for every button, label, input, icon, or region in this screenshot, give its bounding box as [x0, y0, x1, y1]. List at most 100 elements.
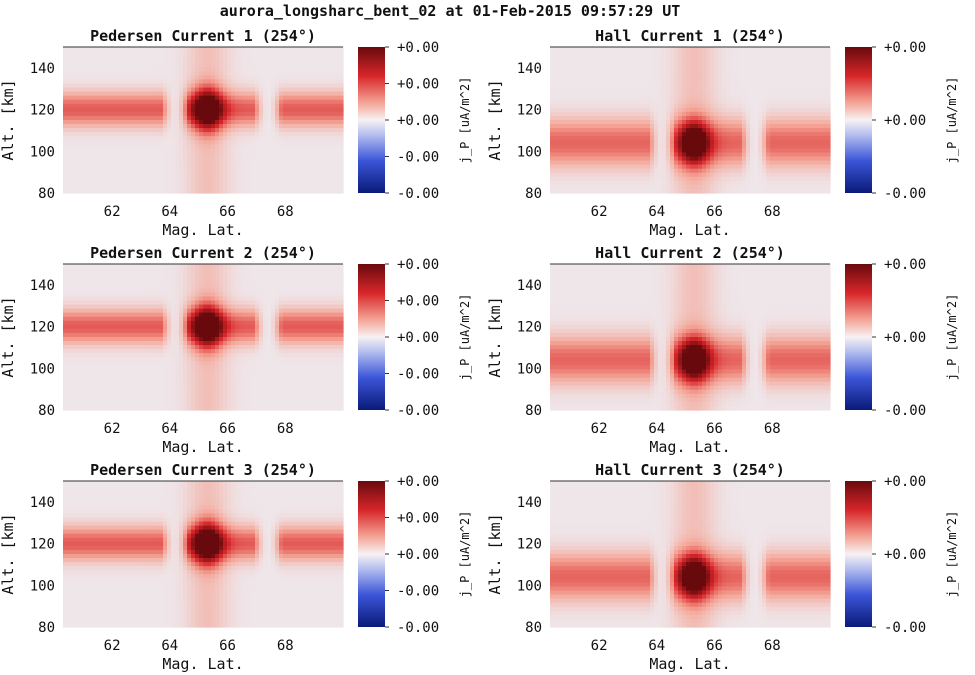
heatmap-cell: [231, 103, 236, 109]
heatmap-cell: [770, 124, 775, 129]
heatmap-cell: [814, 132, 819, 137]
heatmap-cell: [79, 172, 84, 178]
heatmap-cell: [598, 75, 603, 81]
heatmap-cell: [175, 176, 180, 182]
heatmap-cell: [215, 67, 220, 72]
heatmap-cell: [247, 99, 252, 105]
heatmap-cell: [726, 115, 731, 121]
heatmap-cell: [335, 51, 340, 56]
heatmap-cell: [327, 47, 332, 52]
heatmap-cell: [279, 160, 284, 166]
heatmap-cell: [790, 184, 795, 190]
heatmap-cell: [750, 164, 755, 170]
heatmap-cell: [315, 71, 320, 76]
heatmap-cell: [822, 67, 827, 72]
heatmap-cell: [706, 55, 711, 60]
heatmap-cell: [307, 55, 312, 60]
heatmap-cell: [738, 136, 743, 141]
heatmap-cell: [335, 184, 340, 190]
heatmap-cell: [730, 128, 735, 133]
heatmap-cell: [662, 91, 667, 97]
heatmap-cell: [243, 103, 248, 109]
heatmap-cell: [686, 79, 691, 85]
heatmap-cell: [103, 47, 108, 52]
heatmap-cell: [287, 75, 292, 81]
heatmap-cell: [259, 148, 264, 154]
heatmap-cell: [594, 172, 599, 178]
heatmap-cell: [251, 95, 256, 101]
heatmap-cell: [263, 128, 268, 133]
heatmap-cell: [139, 59, 144, 64]
heatmap-cell: [558, 107, 563, 113]
heatmap-cell: [119, 136, 124, 141]
heatmap-cell: [259, 59, 264, 64]
heatmap-cell: [682, 75, 687, 81]
heatmap-cell: [714, 107, 719, 113]
heatmap-cell: [91, 188, 96, 194]
heatmap-cell: [790, 176, 795, 182]
heatmap-cell: [642, 63, 647, 68]
heatmap-cell: [175, 51, 180, 56]
heatmap-cell: [123, 148, 128, 154]
heatmap-cell: [103, 75, 108, 81]
heatmap-cell: [207, 47, 212, 52]
heatmap-cell: [642, 168, 647, 174]
heatmap-cell: [147, 184, 152, 190]
heatmap-cell: [111, 47, 116, 52]
heatmap-cell: [299, 188, 304, 194]
heatmap-cell: [754, 71, 759, 76]
heatmap-cell: [586, 111, 591, 117]
heatmap-cell: [578, 75, 583, 81]
heatmap-cell: [279, 55, 284, 60]
heatmap-cell: [227, 160, 232, 166]
heatmap-cell: [574, 103, 579, 109]
heatmap-cell: [766, 124, 771, 129]
heatmap-cell: [794, 99, 799, 105]
heatmap-cell: [219, 95, 224, 101]
heatmap-cell: [223, 184, 228, 190]
heatmap-cell: [614, 132, 619, 137]
heatmap-cell: [131, 148, 136, 154]
heatmap-cell: [806, 124, 811, 129]
heatmap-cell: [558, 79, 563, 85]
heatmap-cell: [211, 180, 216, 186]
heatmap-cell: [690, 87, 695, 93]
heatmap-cell: [259, 55, 264, 60]
heatmap-cell: [235, 136, 240, 141]
heatmap-cell: [67, 79, 72, 85]
heatmap-cell: [235, 111, 240, 117]
heatmap-cell: [99, 75, 104, 81]
heatmap-cell: [87, 128, 92, 133]
heatmap-cell: [614, 120, 619, 125]
heatmap-cell: [782, 99, 787, 105]
heatmap-cell: [143, 156, 148, 162]
heatmap-cell: [67, 91, 72, 97]
heatmap-cell: [279, 132, 284, 137]
heatmap-cell: [107, 124, 112, 129]
heatmap-cell: [562, 168, 567, 174]
heatmap-cell: [582, 107, 587, 113]
heatmap-cell: [818, 168, 823, 174]
heatmap-cell: [682, 99, 687, 105]
heatmap-cell: [758, 120, 763, 125]
heatmap-cell: [674, 95, 679, 101]
heatmap-cell: [63, 132, 68, 137]
heatmap-cell: [163, 83, 168, 89]
heatmap-cell: [263, 71, 268, 76]
heatmap-cell: [638, 172, 643, 178]
heatmap-cell: [251, 111, 256, 117]
heatmap-cell: [682, 164, 687, 170]
heatmap-cell: [674, 132, 679, 137]
heatmap-cell: [231, 136, 236, 141]
heatmap-cell: [147, 75, 152, 81]
heatmap-cell: [658, 180, 663, 186]
heatmap-cell: [303, 132, 308, 137]
heatmap-cell: [279, 180, 284, 186]
heatmap-cell: [658, 111, 663, 117]
heatmap-cell: [654, 111, 659, 117]
heatmap-cell: [682, 184, 687, 190]
heatmap-cell: [331, 164, 336, 170]
heatmap-cell: [103, 132, 108, 137]
heatmap-cell: [782, 111, 787, 117]
heatmap-cell: [602, 115, 607, 121]
